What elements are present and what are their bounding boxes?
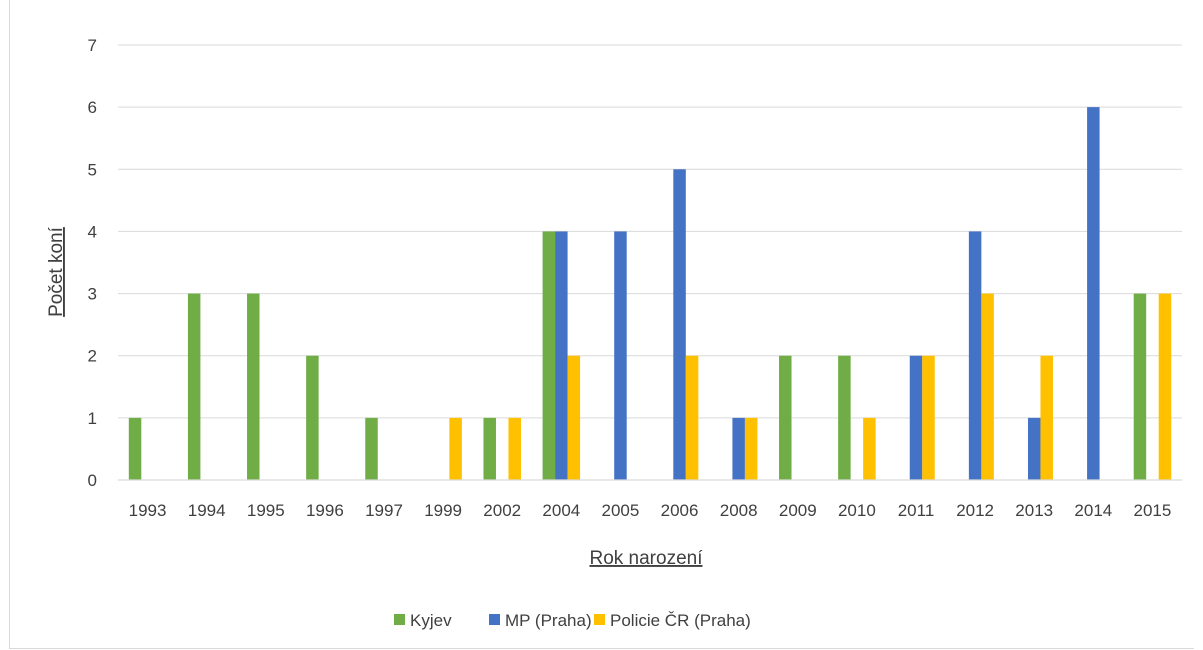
legend-swatch <box>489 614 500 625</box>
legend-label: MP (Praha) <box>505 611 592 630</box>
y-axis-title: Počet koní <box>46 226 67 316</box>
bar-mp-praha-2004 <box>555 231 568 480</box>
bar-mp-praha-2014 <box>1087 107 1100 481</box>
x-tick-label: 1996 <box>306 501 344 520</box>
bar-mp-praha-2011 <box>909 355 923 480</box>
y-tick-label: 7 <box>88 36 97 55</box>
bar-policie-r-praha-2012 <box>981 293 994 480</box>
bar-mp-praha-2008 <box>732 417 745 480</box>
x-axis-title: Rok narození <box>589 548 703 569</box>
x-tick-label: 2011 <box>898 501 935 520</box>
bar-kyjev-2010 <box>838 355 851 480</box>
bar-policie-r-praha-2002 <box>508 417 521 480</box>
y-tick-label: 4 <box>88 222 97 241</box>
y-tick-label: 5 <box>88 160 97 179</box>
bar-kyjev-1997 <box>365 417 378 480</box>
legend: Kyjev MP (Praha) Policie ČR (Praha) <box>394 611 751 630</box>
y-tick-label: 6 <box>88 98 97 117</box>
x-tick-label: 2012 <box>956 501 994 520</box>
x-tick-label: 1995 <box>247 501 285 520</box>
y-tick-label: 3 <box>88 285 97 304</box>
y-tick-label: 2 <box>88 347 97 366</box>
bar-kyjev-2002 <box>483 417 496 480</box>
bar-kyjev-1993 <box>128 417 142 480</box>
y-axis-ticks: 0 1 2 3 4 5 6 7 <box>88 36 97 490</box>
bar-policie-r-praha-2015 <box>1158 293 1172 480</box>
bar-policie-r-praha-2004 <box>567 355 581 480</box>
x-tick-label: 2006 <box>661 501 699 520</box>
bar-mp-praha-2005 <box>614 231 627 480</box>
legend-swatch <box>594 614 605 625</box>
bar-mp-praha-2012 <box>968 231 982 480</box>
bar-mp-praha-2006 <box>673 169 686 481</box>
x-tick-label: 2005 <box>602 501 640 520</box>
bar-kyjev-1995 <box>247 293 260 480</box>
x-tick-label: 2013 <box>1015 501 1053 520</box>
gridlines <box>118 44 1182 419</box>
bar-policie-r-praha-2013 <box>1040 355 1053 480</box>
x-tick-label: 2014 <box>1074 501 1112 520</box>
bars <box>128 107 1172 481</box>
bar-policie-r-praha-1999 <box>449 417 462 480</box>
bar-kyjev-1994 <box>187 293 201 480</box>
x-tick-label: 1993 <box>129 501 167 520</box>
x-tick-label: 2010 <box>838 501 876 520</box>
legend-swatch <box>394 614 405 625</box>
legend-label: Policie ČR (Praha) <box>610 611 751 630</box>
x-tick-label: 2009 <box>779 501 817 520</box>
bar-policie-r-praha-2010 <box>863 417 876 480</box>
bar-kyjev-2004 <box>542 231 556 480</box>
bar-kyjev-2015 <box>1133 293 1147 480</box>
y-tick-label: 1 <box>88 409 97 428</box>
x-tick-label: 2002 <box>483 501 521 520</box>
x-tick-label: 1997 <box>365 501 403 520</box>
x-tick-label: 1999 <box>424 501 462 520</box>
bar-mp-praha-2013 <box>1027 417 1041 480</box>
bar-policie-r-praha-2006 <box>685 355 699 480</box>
bar-policie-r-praha-2008 <box>744 417 758 480</box>
x-tick-label: 2004 <box>542 501 580 520</box>
x-tick-label: 1994 <box>188 501 226 520</box>
x-tick-label: 2008 <box>720 501 758 520</box>
legend-label: Kyjev <box>410 611 452 630</box>
bar-kyjev-2009 <box>779 355 792 480</box>
x-tick-label: 2015 <box>1134 501 1172 520</box>
x-axis-ticks: 1993 1994 1995 1996 1997 1999 2002 2004 2005 2006… <box>129 501 1172 520</box>
chart-frame <box>9 0 1194 649</box>
bar-kyjev-1996 <box>306 355 319 480</box>
bar-policie-r-praha-2011 <box>922 355 935 480</box>
y-tick-label: 0 <box>88 471 97 490</box>
